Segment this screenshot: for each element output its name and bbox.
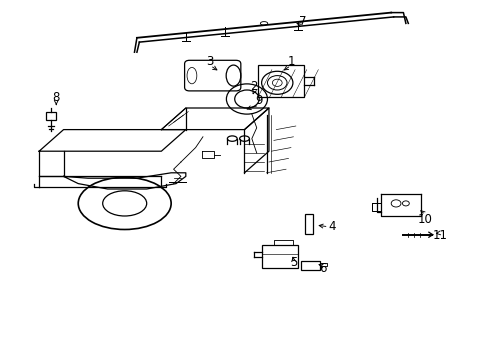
Bar [300, 261, 320, 270]
Text: 4: 4 [328, 220, 336, 233]
Text: 5: 5 [289, 256, 297, 269]
Text: 3: 3 [206, 55, 214, 68]
Text: 8: 8 [52, 91, 60, 104]
Bar [261, 245, 298, 268]
Text: 9: 9 [255, 94, 263, 107]
Text: 1: 1 [286, 55, 294, 68]
Text: 6: 6 [318, 262, 326, 275]
Text: 2: 2 [250, 80, 258, 93]
Bar [46, 112, 56, 120]
Text: 10: 10 [417, 213, 432, 226]
Text: 11: 11 [432, 229, 447, 242]
Bar [304, 214, 313, 234]
Text: 7: 7 [299, 15, 306, 28]
